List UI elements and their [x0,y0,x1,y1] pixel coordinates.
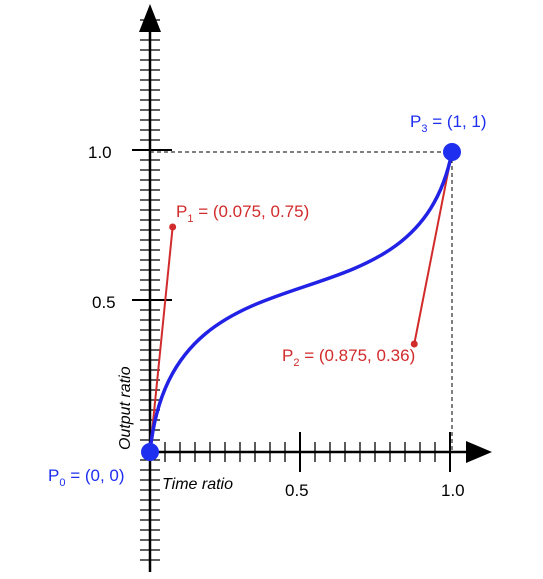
y-axis-title: Output ratio [117,366,134,450]
p2-label: P2 = (0.875, 0.36) [282,346,415,369]
p3-label: P3 = (1, 1) [410,112,487,135]
x-tick-label-1: 1.0 [441,481,465,500]
x-axis-arrow-icon [466,441,492,463]
control-line-p0-p1 [149,226,174,453]
p1-label: P1 = (0.075, 0.75) [176,202,309,225]
p0-label: P0 = (0, 0) [48,466,125,489]
x-axis-ticks [164,432,451,472]
bezier-curve [148,150,454,454]
y-axis-arrow-icon [139,4,161,32]
axes [132,4,492,572]
control-line-p3-p2 [413,151,453,345]
y-tick-label-1: 1.0 [88,143,112,162]
x-tick-label-0: 0.5 [285,481,309,500]
y-tick-label-0: 0.5 [92,293,116,312]
x-axis-title: Time ratio [162,476,233,493]
control-point-p1 [169,223,177,231]
end-point-p3 [443,143,461,161]
y-axis-ticks [132,19,172,561]
end-point-p0 [141,443,159,461]
control-point-p2 [410,340,418,348]
